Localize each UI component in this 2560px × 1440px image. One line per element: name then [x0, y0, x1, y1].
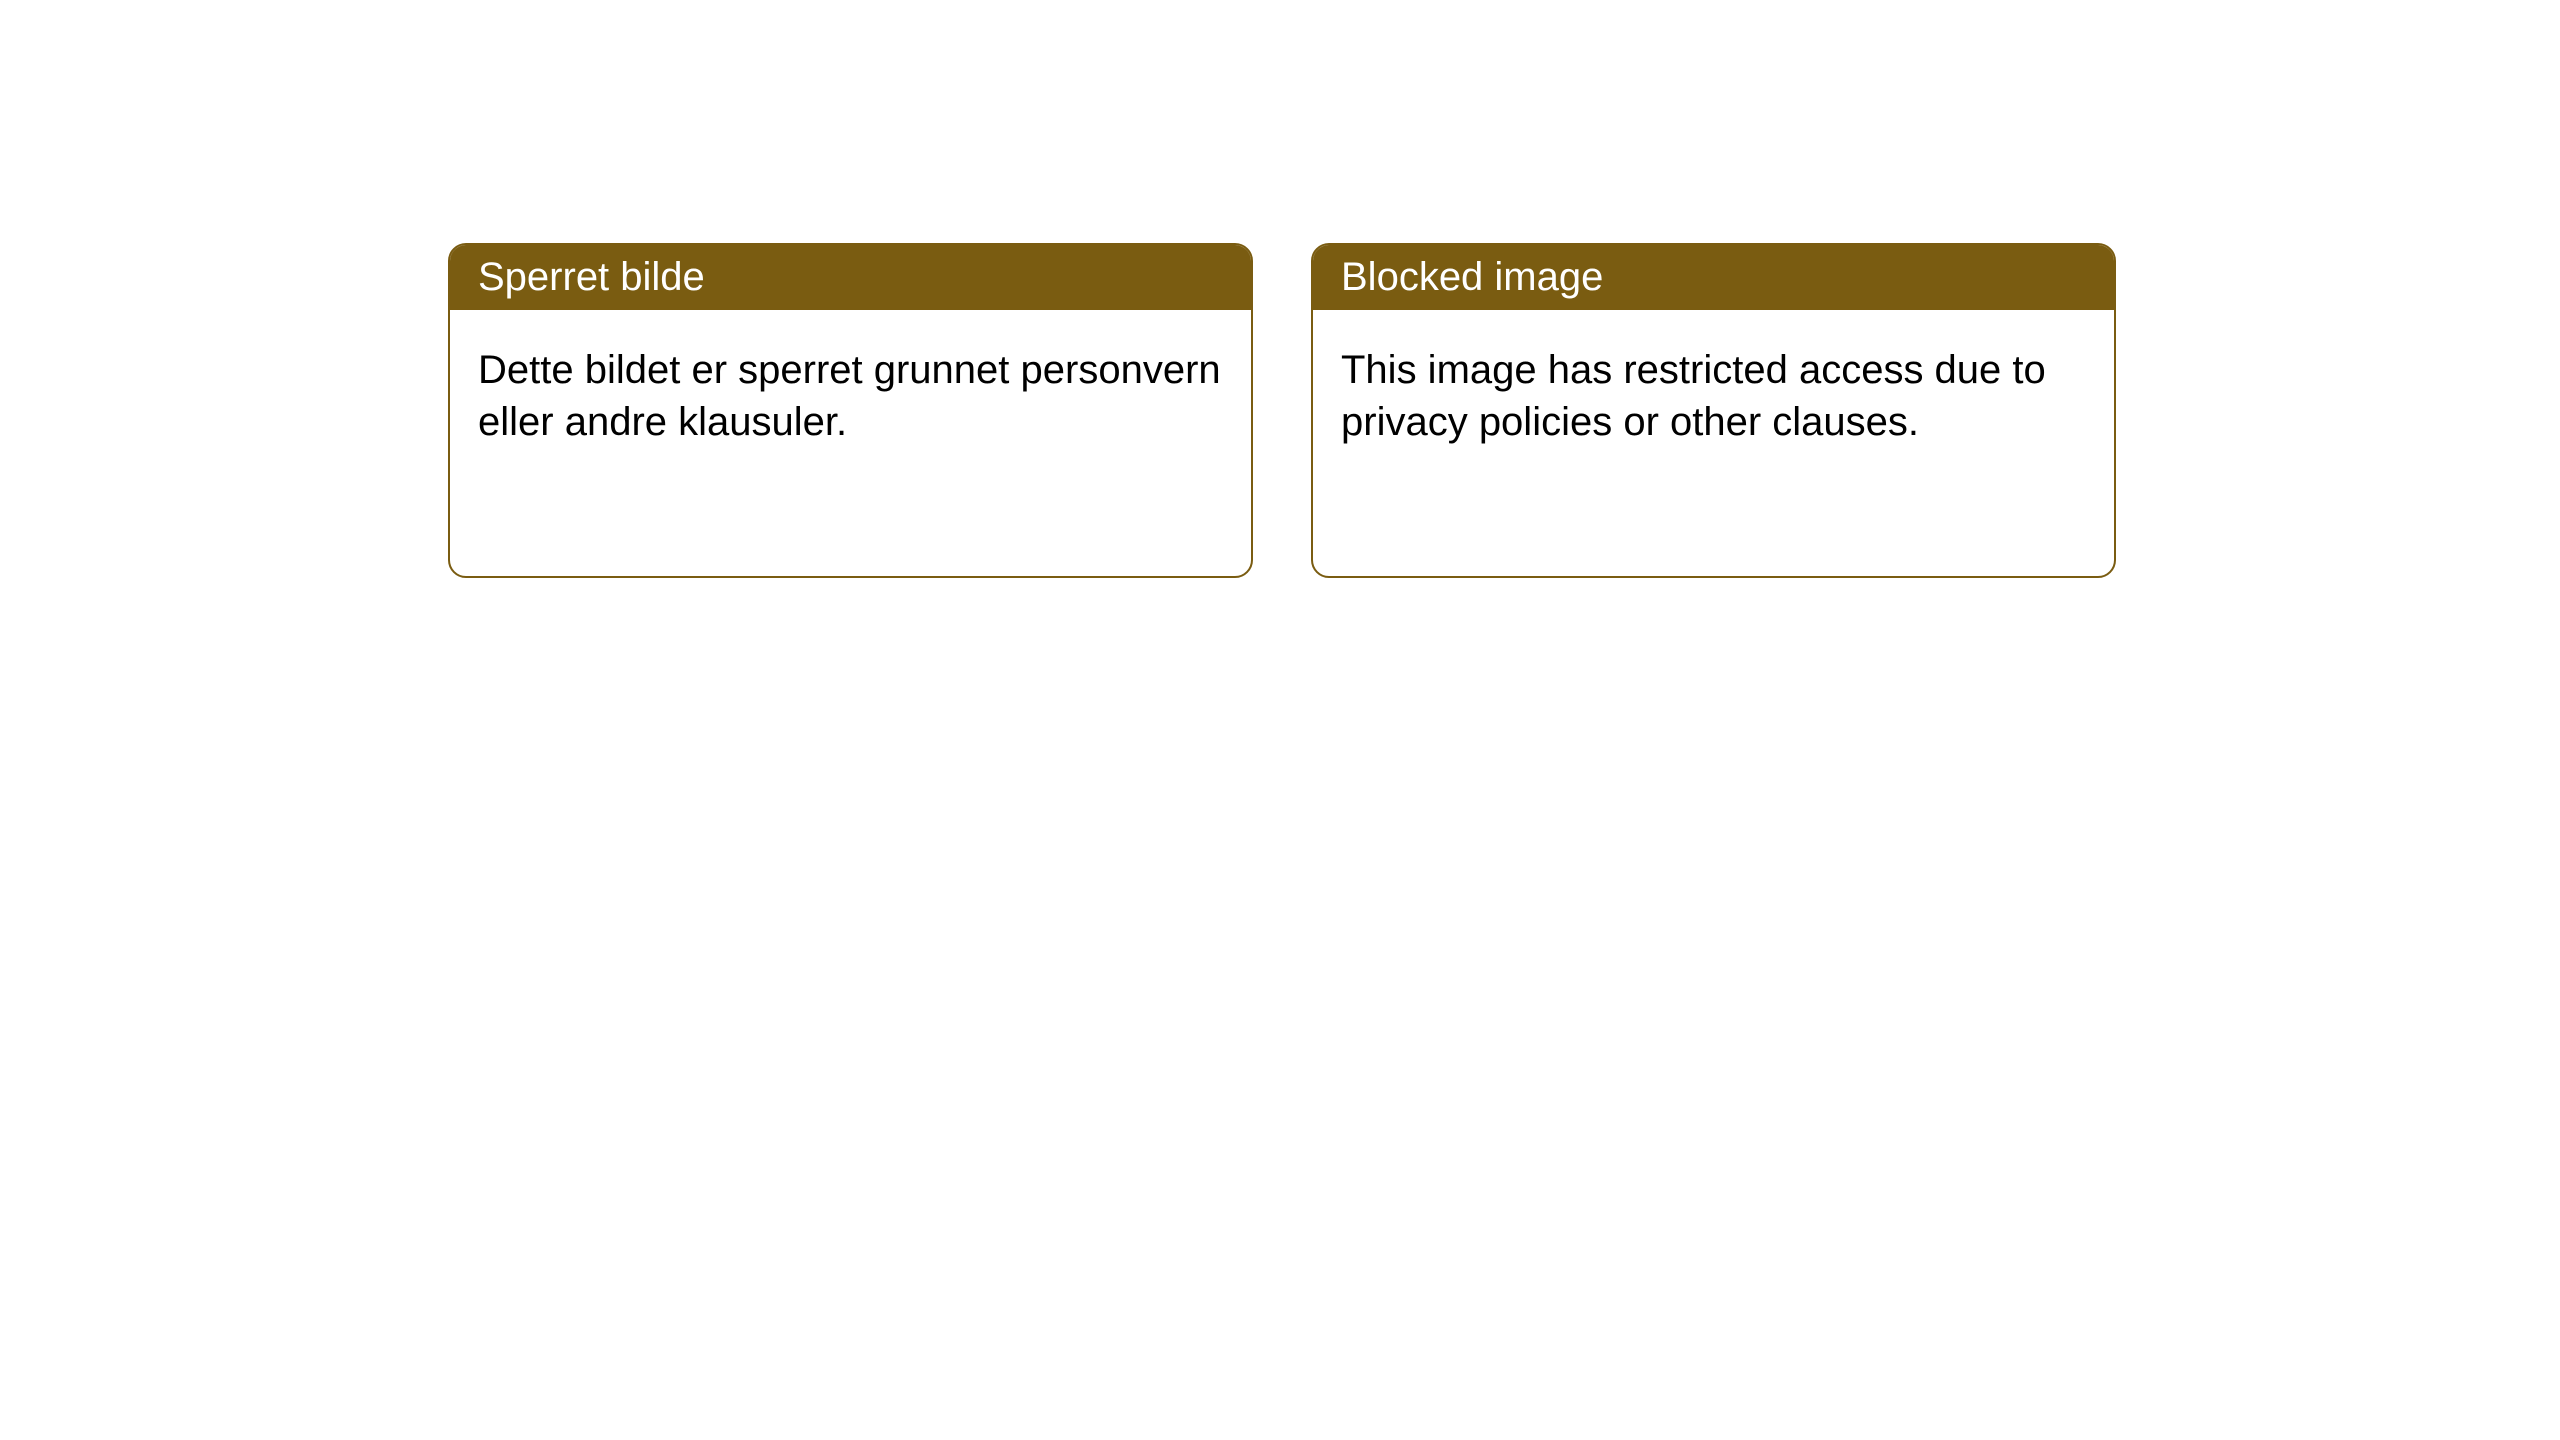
card-body: Dette bildet er sperret grunnet personve… [450, 310, 1251, 482]
card-title: Blocked image [1341, 255, 1603, 299]
notice-card-english: Blocked image This image has restricted … [1311, 243, 2116, 578]
card-title: Sperret bilde [478, 255, 705, 299]
notice-card-norwegian: Sperret bilde Dette bildet er sperret gr… [448, 243, 1253, 578]
card-body-text: Dette bildet er sperret grunnet personve… [478, 348, 1221, 444]
card-header: Sperret bilde [450, 245, 1251, 310]
card-body: This image has restricted access due to … [1313, 310, 2114, 482]
notice-container: Sperret bilde Dette bildet er sperret gr… [0, 0, 2560, 578]
card-body-text: This image has restricted access due to … [1341, 348, 2046, 444]
card-header: Blocked image [1313, 245, 2114, 310]
